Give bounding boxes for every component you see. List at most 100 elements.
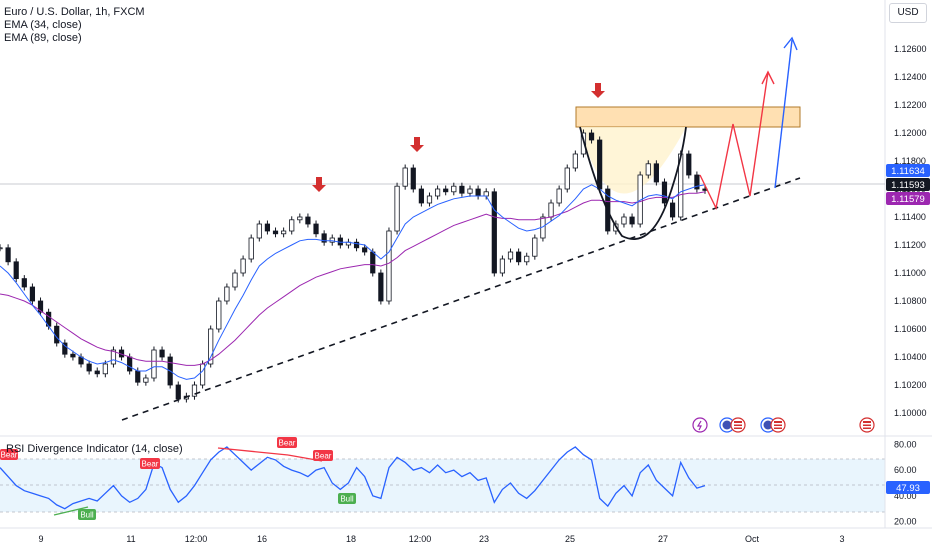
candle-body xyxy=(621,216,627,225)
candle-body xyxy=(272,230,279,235)
bear-label: Bear xyxy=(0,449,18,460)
rsi-tick-label: 40.00 xyxy=(894,491,917,501)
red-projection-path[interactable] xyxy=(699,71,769,211)
candle-body xyxy=(86,363,92,372)
candle-body xyxy=(289,219,295,232)
rsi-value-badge: 47.93 xyxy=(886,481,930,494)
ascending-trendline[interactable] xyxy=(121,177,801,421)
ema-34-legend[interactable]: EMA (34, close) xyxy=(4,19,82,31)
time-tick-label: Oct xyxy=(745,534,760,544)
rsi-band xyxy=(0,459,885,512)
cup-curve[interactable] xyxy=(579,126,687,240)
rsi-tick-label: 80.00 xyxy=(894,439,917,449)
time-tick-label: 23 xyxy=(479,534,489,544)
blue-arrow-head-icon xyxy=(783,36,798,51)
svg-text:Bear: Bear xyxy=(315,452,332,461)
candle-body xyxy=(418,188,424,204)
price-tick-label: 1.11000 xyxy=(894,268,926,278)
price-axis[interactable]: 1.12600 1.12400 1.12200 1.12000 1.118001.116… xyxy=(894,44,927,418)
candle-body xyxy=(62,342,68,355)
svg-text:Bear: Bear xyxy=(142,460,159,469)
chart-legend: Euro / U.S. Dollar, 1h, FXCM EMA (34, cl… xyxy=(4,6,145,45)
ema-34-line xyxy=(0,184,706,380)
candle-body xyxy=(127,356,133,372)
candle-body xyxy=(669,202,676,218)
symbol-title[interactable]: Euro / U.S. Dollar, 1h, FXCM xyxy=(4,6,145,18)
bear-label: Bear xyxy=(277,437,297,448)
ema-89-legend[interactable]: EMA (89, close) xyxy=(4,32,82,44)
rsi-axis[interactable]: 80.00 60.00 40.00 20.00 xyxy=(894,439,917,526)
rsi-tick-label: 60.00 xyxy=(894,465,917,475)
price-tick-label: 1.12400 xyxy=(894,72,927,82)
candle-body xyxy=(588,132,595,141)
down-arrow-icon[interactable] xyxy=(410,137,424,152)
candle-body xyxy=(297,216,303,221)
price-tick-label: 1.12600 xyxy=(894,44,927,54)
candle-body xyxy=(135,370,141,383)
candle-body xyxy=(159,349,165,358)
candle-body xyxy=(653,163,659,183)
price-tick-label: 1.11400 xyxy=(894,212,926,222)
blue-projection-path[interactable] xyxy=(774,39,793,189)
price-candles xyxy=(0,129,708,403)
candle-body xyxy=(94,370,100,375)
bear-divergence-line xyxy=(217,447,289,456)
candle-body xyxy=(0,247,3,250)
candle-body xyxy=(459,185,465,194)
candle-body xyxy=(524,255,530,263)
candle-body xyxy=(386,230,392,302)
price-tick-label: 1.10200 xyxy=(894,380,927,390)
ema-89-line xyxy=(0,191,706,366)
price-tick-label: 1.11200 xyxy=(894,240,926,250)
time-tick-label: 18 xyxy=(346,534,356,544)
candle-body xyxy=(175,384,181,400)
candle-body xyxy=(661,181,668,204)
price-tick-label: 1.10000 xyxy=(894,408,927,418)
svg-text:Bear: Bear xyxy=(279,439,296,448)
candle-body xyxy=(21,278,27,288)
candle-body xyxy=(224,286,230,302)
candle-body xyxy=(410,167,416,190)
candle-body xyxy=(694,174,700,190)
time-tick-label: 3 xyxy=(839,534,844,544)
bull-label: Bull xyxy=(78,509,96,520)
time-axis[interactable]: 9 11 12:00 16 18 12:00 23 25 27 Oct 3 xyxy=(38,534,844,544)
us-flag-event-icon[interactable] xyxy=(770,417,786,433)
rsi-indicator-title[interactable]: RSI Divergence Indicator (14, close) xyxy=(6,443,183,455)
us-flag-event-icon[interactable] xyxy=(859,417,875,433)
candle-body xyxy=(208,328,214,365)
candle-body xyxy=(321,233,327,243)
candle-body xyxy=(313,223,319,235)
ema34-price-badge: 1.11634 xyxy=(886,164,930,177)
resistance-zone[interactable] xyxy=(575,106,801,128)
bear-label: Bear xyxy=(140,458,160,469)
candle-body xyxy=(686,153,692,176)
down-arrow-icon[interactable] xyxy=(591,83,605,98)
candle-body xyxy=(443,188,449,193)
cup-area xyxy=(580,127,686,194)
candle-body xyxy=(329,237,335,243)
price-tick-label: 1.10600 xyxy=(894,324,927,334)
currency-selector[interactable]: USD xyxy=(889,3,927,23)
us-flag-event-icon[interactable] xyxy=(730,417,746,433)
candle-body xyxy=(264,223,271,232)
candle-body xyxy=(232,272,238,288)
candle-body xyxy=(597,139,603,190)
lightning-event-icon[interactable] xyxy=(692,417,708,433)
down-arrow-icon[interactable] xyxy=(312,177,326,192)
candle-body xyxy=(378,272,384,302)
time-tick-label: 9 xyxy=(38,534,43,544)
candle-body xyxy=(426,195,433,204)
candle-body xyxy=(499,258,506,274)
bull-label: Bull xyxy=(338,493,356,504)
candle-body xyxy=(143,377,149,383)
svg-text:1.11634: 1.11634 xyxy=(891,166,925,177)
time-tick-label: 12:00 xyxy=(409,534,432,544)
candle-body xyxy=(353,241,360,249)
economic-event-flag-icon[interactable] xyxy=(719,417,735,433)
candle-body xyxy=(516,251,522,263)
svg-text:1.11593: 1.11593 xyxy=(891,180,925,191)
candle-body xyxy=(491,191,497,274)
candle-body xyxy=(305,216,311,225)
